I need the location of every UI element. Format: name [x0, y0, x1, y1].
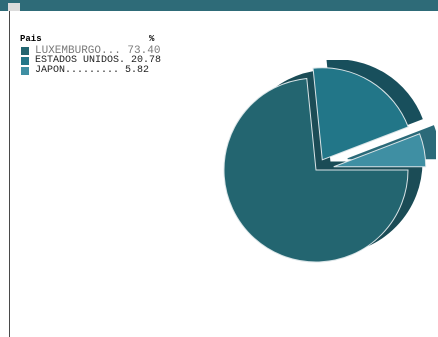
- pie-chart: [223, 60, 436, 263]
- pie-slice-estados-unidos: [312, 67, 409, 161]
- legend-label: JAPON......... 5.82: [35, 65, 150, 76]
- left-border: [9, 11, 10, 337]
- pie-slice-japon: [333, 133, 427, 168]
- column-header-pais: Pais: [20, 34, 42, 44]
- legend-label: ESTADOS UNIDOS. 20.78: [35, 55, 162, 66]
- legend-swatch: [21, 67, 29, 75]
- legend-swatch: [21, 47, 29, 55]
- pie-slice-luxemburgo: [223, 77, 409, 263]
- legend-label: LUXEMBURGO... 73.40: [35, 45, 161, 57]
- legend-swatch: [21, 57, 29, 65]
- column-header-percent: %: [149, 34, 155, 44]
- header-accent: [8, 3, 20, 11]
- header-bar: [0, 0, 438, 11]
